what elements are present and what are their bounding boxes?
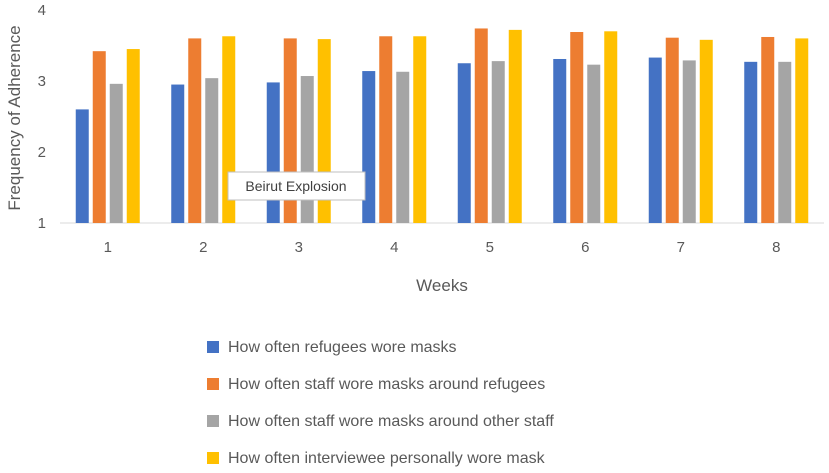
bar-series2-week8	[761, 36, 775, 224]
y-axis-title: Frequency of Adherence	[5, 25, 24, 210]
bar-series1-week2	[171, 84, 185, 223]
bar-series3-week1	[109, 83, 123, 223]
x-axis-title: Weeks	[416, 276, 468, 295]
annotation-box	[227, 171, 366, 201]
x-tick-label: 2	[199, 239, 207, 256]
annotation-beirut-explosion: Beirut Explosion	[227, 171, 366, 201]
bar-series3-week4	[396, 71, 410, 224]
x-tick-label: 4	[390, 239, 398, 256]
bar-series4-week6	[604, 31, 618, 223]
bar-series3-week7	[682, 60, 696, 223]
bar-series3-week8	[778, 61, 792, 223]
legend-swatch	[207, 378, 219, 390]
bar-series3-week3	[300, 76, 314, 223]
bar-series3-week2	[205, 78, 219, 223]
legend-label: How often refugees wore masks	[228, 339, 457, 356]
bar-series4-week7	[699, 39, 713, 223]
bar-series2-week7	[665, 37, 679, 223]
legend-swatch	[207, 452, 219, 464]
bars	[75, 28, 809, 224]
bar-series1-week3	[266, 82, 280, 223]
x-tick-label: 3	[295, 239, 303, 256]
legend: How often refugees wore masks How often s…	[207, 339, 554, 467]
x-tick-label: 8	[772, 239, 780, 256]
legend-swatch	[207, 341, 219, 353]
y-axis: 1 2 3 4	[38, 2, 46, 232]
bar-series4-week8	[795, 38, 809, 224]
bar-series2-week5	[474, 28, 488, 224]
bar-series2-week4	[379, 36, 393, 223]
y-tick-label: 4	[38, 2, 46, 19]
bar-series2-week1	[92, 51, 106, 224]
bar-series1-week5	[457, 63, 471, 223]
bar-series2-week2	[188, 38, 202, 224]
bar-series4-week5	[508, 29, 522, 223]
x-tick-label: 7	[677, 239, 685, 256]
bar-series3-week6	[587, 64, 601, 223]
bar-series1-week6	[553, 58, 567, 223]
x-tick-label: 1	[104, 239, 112, 256]
bar-series1-week7	[648, 57, 662, 223]
bar-series3-week5	[491, 61, 505, 224]
x-tick-label: 5	[486, 239, 494, 256]
bar-series2-week6	[570, 32, 584, 224]
y-tick-label: 2	[38, 144, 46, 161]
annotation-text: Beirut Explosion	[245, 178, 346, 194]
x-axis: 1 2 3 4 5 6 7 8	[104, 239, 781, 256]
bar-series1-week1	[75, 109, 89, 223]
x-tick-label: 6	[581, 239, 589, 256]
bar-series1-week8	[744, 61, 758, 223]
bar-series4-week4	[413, 36, 427, 223]
y-tick-label: 3	[38, 73, 46, 90]
bar-series4-week1	[126, 49, 140, 223]
legend-label: How often staff wore masks around refuge…	[228, 376, 545, 393]
legend-label: How often interviewee personally wore ma…	[228, 450, 546, 467]
y-tick-label: 1	[38, 215, 46, 232]
legend-swatch	[207, 415, 219, 427]
legend-label: How often staff wore masks around other …	[228, 413, 554, 430]
